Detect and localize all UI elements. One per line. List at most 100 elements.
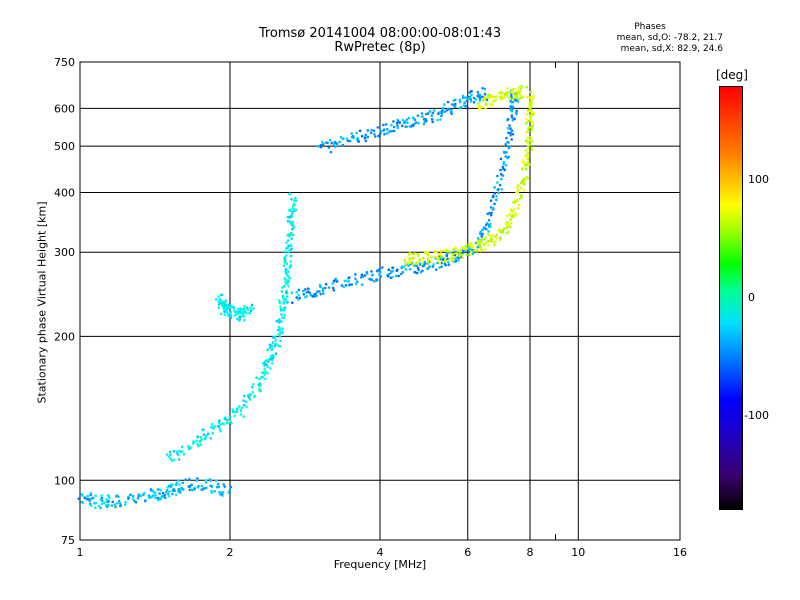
echo-point bbox=[285, 262, 289, 266]
echo-point bbox=[123, 503, 127, 506]
echo-point bbox=[238, 315, 242, 319]
echo-point bbox=[134, 500, 138, 504]
echo-point bbox=[469, 100, 473, 103]
echo-point bbox=[242, 403, 246, 407]
echo-point bbox=[403, 120, 407, 123]
echo-point bbox=[391, 266, 395, 270]
echo-point bbox=[452, 248, 455, 252]
echo-point bbox=[474, 98, 478, 101]
echo-point bbox=[169, 457, 172, 461]
echo-point bbox=[117, 499, 121, 503]
echo-point bbox=[283, 309, 286, 312]
echo-point bbox=[210, 423, 214, 426]
echo-point bbox=[289, 264, 293, 267]
echo-point bbox=[89, 497, 93, 501]
echo-point bbox=[346, 139, 350, 143]
echo-point bbox=[88, 502, 92, 506]
echo-point bbox=[249, 306, 252, 310]
echo-point bbox=[432, 109, 436, 112]
echo-point bbox=[520, 194, 523, 197]
echo-point bbox=[493, 186, 496, 189]
echo-point bbox=[174, 483, 178, 487]
x-tick-label: 4 bbox=[377, 546, 384, 559]
echo-point bbox=[525, 117, 528, 121]
echo-point bbox=[420, 112, 424, 115]
echo-point bbox=[401, 270, 405, 274]
echo-point bbox=[454, 259, 458, 263]
echo-point bbox=[423, 260, 427, 264]
echo-point bbox=[505, 151, 508, 154]
echo-point bbox=[462, 104, 466, 107]
echo-point bbox=[294, 196, 297, 200]
echo-point bbox=[488, 222, 492, 226]
echo-point bbox=[267, 359, 271, 362]
echo-point bbox=[490, 238, 493, 241]
echo-point bbox=[450, 259, 454, 262]
echo-point bbox=[400, 124, 404, 127]
echo-point bbox=[263, 367, 267, 371]
echo-point bbox=[226, 421, 229, 425]
echo-point bbox=[350, 132, 354, 135]
echo-point bbox=[243, 310, 247, 313]
echo-point bbox=[287, 250, 291, 254]
echo-point bbox=[217, 425, 221, 428]
echo-point bbox=[286, 219, 290, 223]
echo-point bbox=[232, 305, 235, 309]
echo-point bbox=[448, 257, 452, 260]
echo-point bbox=[154, 496, 157, 500]
echo-point bbox=[532, 94, 535, 98]
echo-point bbox=[280, 290, 284, 293]
echo-point bbox=[496, 181, 499, 184]
echo-point bbox=[191, 488, 194, 492]
echo-point bbox=[446, 257, 449, 261]
echo-point bbox=[226, 418, 229, 422]
echo-point bbox=[259, 383, 263, 387]
echo-point bbox=[440, 112, 444, 115]
echo-point bbox=[277, 325, 281, 329]
echo-point bbox=[530, 128, 533, 132]
echo-point bbox=[426, 251, 430, 254]
echo-point bbox=[531, 113, 535, 116]
echo-point bbox=[478, 242, 482, 245]
echo-point bbox=[313, 294, 316, 298]
echo-point bbox=[209, 479, 213, 482]
echo-point bbox=[187, 485, 190, 488]
echo-point bbox=[493, 99, 497, 102]
echo-point bbox=[378, 132, 382, 135]
echo-point bbox=[529, 117, 532, 121]
echo-point bbox=[527, 148, 530, 151]
echo-point bbox=[217, 485, 221, 489]
echo-point bbox=[222, 483, 225, 486]
echo-point bbox=[285, 295, 289, 298]
echo-point bbox=[455, 252, 458, 255]
echo-point bbox=[413, 270, 417, 274]
echo-point bbox=[273, 344, 277, 348]
echo-point bbox=[517, 86, 520, 89]
echo-point bbox=[461, 251, 465, 254]
echo-point bbox=[387, 268, 391, 272]
echo-point bbox=[163, 496, 167, 500]
echo-point bbox=[509, 108, 512, 111]
echo-point bbox=[170, 483, 173, 486]
echo-point bbox=[283, 306, 287, 310]
echo-point bbox=[505, 94, 509, 97]
echo-point bbox=[105, 498, 108, 501]
echo-point bbox=[363, 137, 367, 140]
echo-point bbox=[366, 129, 370, 133]
echo-point bbox=[106, 493, 110, 497]
echo-point bbox=[369, 131, 373, 135]
echo-point bbox=[196, 435, 199, 439]
echo-point bbox=[241, 312, 244, 315]
echo-point bbox=[94, 501, 98, 505]
echo-point bbox=[295, 290, 299, 294]
echo-point bbox=[316, 290, 319, 293]
echo-point bbox=[218, 427, 222, 431]
echo-point bbox=[182, 488, 185, 491]
echo-point bbox=[513, 211, 517, 214]
echo-point bbox=[509, 218, 512, 221]
echo-point bbox=[282, 264, 286, 268]
echo-point bbox=[321, 289, 325, 293]
echo-point bbox=[511, 132, 515, 136]
echo-point bbox=[354, 282, 358, 286]
echo-point bbox=[439, 255, 443, 259]
